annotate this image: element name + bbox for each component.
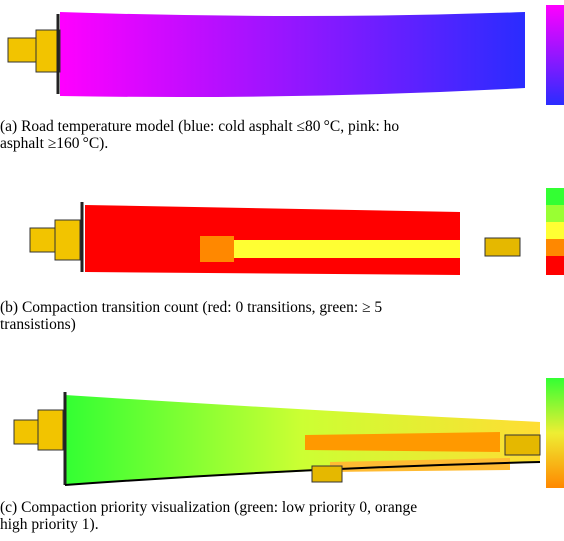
- caption-a: (a) Road temperature model (blue: cold a…: [0, 118, 564, 152]
- caption-line: high priority 1).: [0, 516, 564, 533]
- page: (a) Road temperature model (blue: cold a…: [0, 0, 564, 541]
- caption-line: (c) Compaction priority visualization (g…: [0, 499, 564, 516]
- caption-b: (b) Compaction transition count (red: 0 …: [0, 299, 564, 333]
- caption-c: (c) Compaction priority visualization (g…: [0, 499, 564, 533]
- caption-line: (b) Compaction transition count (red: 0 …: [0, 299, 564, 316]
- panel-b: [30, 188, 564, 275]
- caption-line: (a) Road temperature model (blue: cold a…: [0, 118, 564, 135]
- caption-line: transistions): [0, 316, 564, 333]
- figure-images: [0, 0, 564, 541]
- caption-line: asphalt ≥160 °C).: [0, 135, 564, 152]
- panel-c: [14, 378, 564, 488]
- panel-a: [8, 5, 564, 105]
